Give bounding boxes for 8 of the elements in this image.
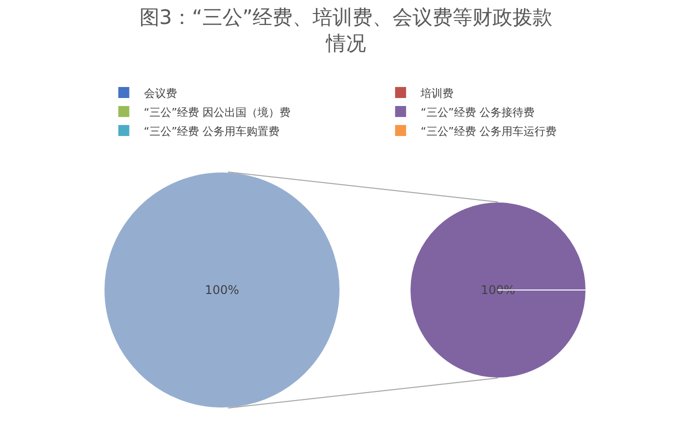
chart-title: 图3：“三公”经费、培训费、会议费等财政拨款情况 bbox=[139, 5, 553, 55]
legend-label: “三公”经费 公务用车购置费 bbox=[144, 124, 280, 138]
legend-label: “三公”经费 因公出国（境）费 bbox=[144, 106, 291, 119]
legend-label: 培训费 bbox=[420, 86, 454, 100]
data-label: 100% bbox=[204, 283, 240, 297]
legend-label: “三公”经费 公务接待费 bbox=[420, 106, 535, 119]
legend-label: “三公”经费 公务用车运行费 bbox=[420, 124, 557, 138]
legend-label: 会议费 bbox=[144, 86, 177, 100]
